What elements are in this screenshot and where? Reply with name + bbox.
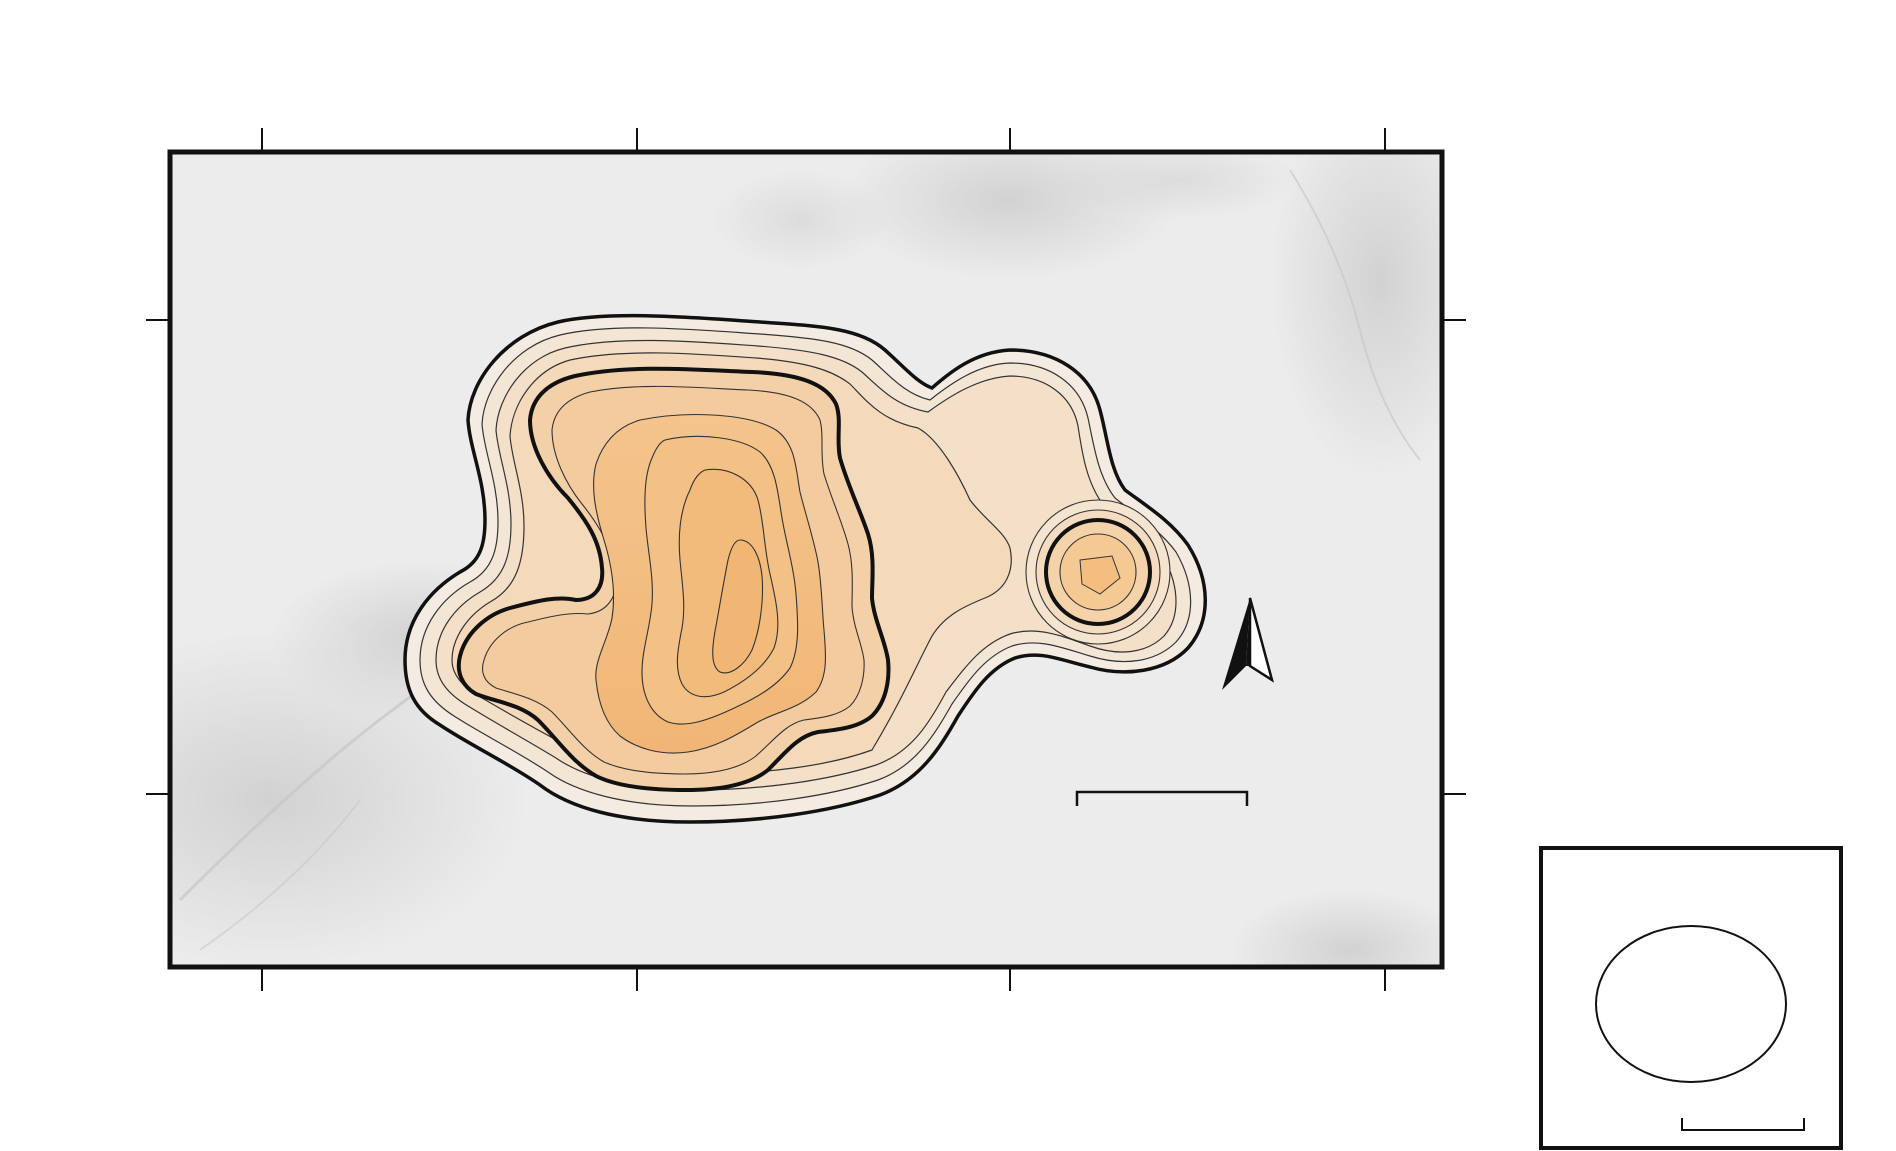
bandwidth-ellipse-panel	[1539, 846, 1843, 1150]
bandwidth-ellipse	[1595, 925, 1787, 1083]
density-contours	[403, 313, 1207, 824]
scale-bar	[1075, 790, 1249, 806]
north-arrow-icon	[1222, 598, 1250, 690]
map-panel	[146, 128, 1466, 991]
bandwidth-scale-bar	[1681, 1118, 1805, 1131]
north-arrow	[1222, 597, 1275, 690]
graticule-ticks	[146, 128, 1466, 991]
terrain-basemap	[170, 152, 1442, 967]
map-frame	[167, 149, 1445, 970]
bandwidth-box	[1539, 846, 1843, 1150]
